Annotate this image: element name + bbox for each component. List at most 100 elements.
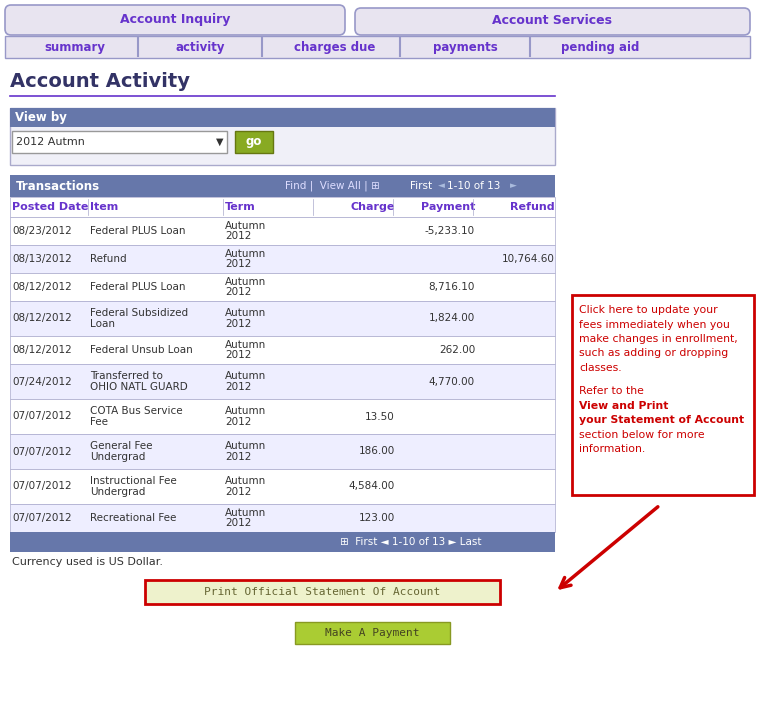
Text: Undergrad: Undergrad	[90, 487, 146, 498]
Text: General Fee: General Fee	[90, 440, 153, 451]
Text: View and Print: View and Print	[579, 401, 669, 411]
FancyBboxPatch shape	[355, 8, 750, 35]
Text: Item: Item	[90, 202, 118, 212]
Text: charges due: charges due	[294, 41, 376, 53]
Text: ◄: ◄	[438, 182, 445, 191]
Text: Autumn: Autumn	[225, 475, 266, 486]
FancyBboxPatch shape	[10, 217, 555, 245]
Text: Autumn: Autumn	[225, 308, 266, 318]
Text: Federal PLUS Loan: Federal PLUS Loan	[90, 282, 185, 292]
FancyBboxPatch shape	[10, 175, 555, 197]
Text: Loan: Loan	[90, 320, 115, 329]
Text: 2012: 2012	[225, 383, 251, 393]
Text: View by: View by	[15, 111, 67, 123]
Text: Autumn: Autumn	[225, 250, 266, 259]
Text: 07/24/2012: 07/24/2012	[12, 376, 72, 386]
Text: 2012: 2012	[225, 287, 251, 297]
Text: Print Official Statement Of Account: Print Official Statement Of Account	[204, 587, 440, 597]
Text: ⊞  First ◄ 1-10 of 13 ► Last: ⊞ First ◄ 1-10 of 13 ► Last	[340, 537, 481, 547]
Text: 2012 Autmn: 2012 Autmn	[16, 137, 85, 147]
Text: 123.00: 123.00	[359, 513, 395, 523]
Text: Federal PLUS Loan: Federal PLUS Loan	[90, 226, 185, 236]
Text: Charge: Charge	[351, 202, 395, 212]
FancyBboxPatch shape	[10, 364, 555, 399]
FancyBboxPatch shape	[10, 504, 555, 532]
Text: Make A Payment: Make A Payment	[325, 628, 419, 638]
Text: 2012: 2012	[225, 350, 251, 360]
Text: 186.00: 186.00	[359, 447, 395, 456]
Text: 07/07/2012: 07/07/2012	[12, 411, 71, 421]
Text: Account Services: Account Services	[492, 15, 612, 27]
Text: Currency used is US Dollar.: Currency used is US Dollar.	[12, 557, 163, 567]
Text: Autumn: Autumn	[225, 277, 266, 287]
FancyBboxPatch shape	[10, 108, 555, 165]
Text: Autumn: Autumn	[225, 406, 266, 416]
Text: Transactions: Transactions	[16, 179, 100, 193]
Text: summary: summary	[45, 41, 106, 53]
FancyBboxPatch shape	[10, 399, 555, 434]
FancyBboxPatch shape	[5, 5, 345, 35]
FancyBboxPatch shape	[145, 580, 500, 604]
Text: 1-10 of 13: 1-10 of 13	[447, 181, 500, 191]
Text: Federal Subsidized: Federal Subsidized	[90, 308, 188, 318]
Text: Refer to the: Refer to the	[579, 386, 647, 396]
FancyBboxPatch shape	[12, 131, 227, 153]
FancyBboxPatch shape	[572, 295, 754, 495]
FancyBboxPatch shape	[235, 131, 273, 153]
Text: make changes in enrollment,: make changes in enrollment,	[579, 334, 738, 344]
Text: pending aid: pending aid	[561, 41, 639, 53]
Text: 07/07/2012: 07/07/2012	[12, 482, 71, 491]
Text: Federal Unsub Loan: Federal Unsub Loan	[90, 345, 193, 355]
Text: Fee: Fee	[90, 418, 108, 428]
FancyBboxPatch shape	[10, 108, 555, 127]
Text: 1,824.00: 1,824.00	[429, 313, 475, 323]
Text: 262.00: 262.00	[439, 345, 475, 355]
Text: Autumn: Autumn	[225, 340, 266, 350]
Text: ▼: ▼	[216, 137, 224, 147]
Text: such as adding or dropping: such as adding or dropping	[579, 348, 728, 358]
Text: 13.50: 13.50	[365, 411, 395, 421]
Text: -5,233.10: -5,233.10	[425, 226, 475, 236]
Text: 8,716.10: 8,716.10	[429, 282, 475, 292]
Text: Undergrad: Undergrad	[90, 452, 146, 463]
Text: Autumn: Autumn	[225, 222, 266, 231]
Text: 2012: 2012	[225, 231, 251, 240]
Text: 2012: 2012	[225, 320, 251, 329]
FancyBboxPatch shape	[10, 469, 555, 504]
Text: 2012: 2012	[225, 259, 251, 268]
FancyBboxPatch shape	[10, 273, 555, 301]
Text: Autumn: Autumn	[225, 440, 266, 451]
Text: 08/12/2012: 08/12/2012	[12, 313, 72, 323]
Text: 08/13/2012: 08/13/2012	[12, 254, 72, 264]
FancyBboxPatch shape	[295, 622, 450, 644]
Text: section below for more: section below for more	[579, 430, 704, 440]
Text: Recreational Fee: Recreational Fee	[90, 513, 176, 523]
Text: Payment: Payment	[420, 202, 475, 212]
Text: 2012: 2012	[225, 518, 251, 528]
Text: payments: payments	[433, 41, 497, 53]
Text: Find |  View All | ⊞: Find | View All | ⊞	[285, 181, 380, 191]
Text: Refund: Refund	[90, 254, 127, 264]
Text: 07/07/2012: 07/07/2012	[12, 513, 71, 523]
Text: COTA Bus Service: COTA Bus Service	[90, 406, 183, 416]
FancyBboxPatch shape	[5, 36, 750, 58]
Text: Transferred to: Transferred to	[90, 371, 163, 381]
Text: go: go	[246, 135, 262, 149]
Text: OHIO NATL GUARD: OHIO NATL GUARD	[90, 383, 187, 393]
Text: 2012: 2012	[225, 452, 251, 463]
Text: Term: Term	[225, 202, 256, 212]
Text: 2012: 2012	[225, 487, 251, 498]
Text: information.: information.	[579, 444, 645, 454]
Text: classes.: classes.	[579, 363, 622, 373]
Text: Autumn: Autumn	[225, 508, 266, 518]
Text: 10,764.60: 10,764.60	[502, 254, 555, 264]
Text: 4,770.00: 4,770.00	[429, 376, 475, 386]
Text: activity: activity	[175, 41, 225, 53]
Text: Instructional Fee: Instructional Fee	[90, 475, 177, 486]
Text: 08/23/2012: 08/23/2012	[12, 226, 72, 236]
Text: your Statement of Account: your Statement of Account	[579, 415, 744, 426]
Text: 2012: 2012	[225, 418, 251, 428]
Text: 4,584.00: 4,584.00	[348, 482, 395, 491]
FancyBboxPatch shape	[10, 434, 555, 469]
FancyBboxPatch shape	[10, 197, 555, 217]
